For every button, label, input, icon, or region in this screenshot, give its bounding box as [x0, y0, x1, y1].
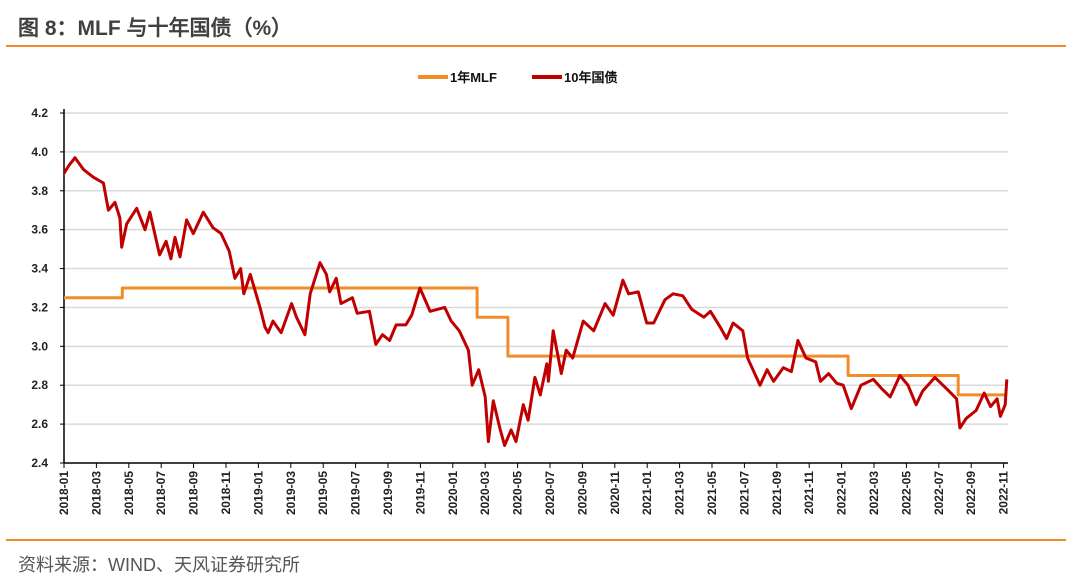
x-tick-label: 2021-07 — [737, 471, 751, 515]
y-tick-label: 3.2 — [31, 300, 48, 314]
series-line-mlf — [64, 286, 1007, 397]
x-tick-label: 2022-11 — [997, 471, 1011, 515]
x-tick-label: 2020-03 — [478, 471, 492, 515]
x-tick-label: 2020-07 — [543, 471, 557, 515]
x-tick-label: 2020-09 — [575, 471, 589, 515]
x-tick-label: 2018-07 — [154, 471, 168, 515]
x-tick-label: 2019-03 — [284, 471, 298, 515]
y-tick-label: 3.0 — [31, 339, 48, 353]
x-tick-label: 2018-09 — [187, 471, 201, 515]
bottom-divider — [6, 539, 1066, 541]
x-tick-label: 2019-11 — [413, 471, 427, 515]
x-tick-label: 2022-03 — [867, 471, 881, 515]
y-tick-label: 4.2 — [31, 106, 48, 120]
top-divider — [6, 45, 1066, 47]
x-tick-label: 2022-01 — [835, 471, 849, 515]
x-tick-label: 2021-03 — [673, 471, 687, 515]
x-tick-label: 2018-01 — [57, 471, 71, 515]
source-note: 资料来源：WIND、天风证券研究所 — [18, 555, 300, 575]
x-tick-label: 2019-07 — [349, 471, 363, 515]
x-tick-label: 2021-05 — [705, 471, 719, 515]
x-tick-label: 2018-11 — [219, 471, 233, 515]
y-tick-label: 3.6 — [31, 223, 48, 237]
x-tick-label: 2021-01 — [640, 471, 654, 515]
x-tick-label: 2021-11 — [802, 471, 816, 515]
x-tick-label: 2019-05 — [316, 471, 330, 515]
x-tick-label: 2021-09 — [770, 471, 784, 515]
legend-label: 1年MLF — [450, 70, 497, 85]
x-tick-label: 2020-01 — [446, 471, 460, 515]
x-tick-label: 2020-11 — [608, 471, 622, 515]
y-tick-label: 3.8 — [31, 184, 48, 198]
y-tick-label: 3.4 — [31, 262, 48, 276]
y-tick-label: 2.4 — [31, 456, 48, 470]
x-tick-label: 2018-03 — [89, 471, 103, 515]
x-tick-label: 2019-09 — [381, 471, 395, 515]
y-tick-label: 2.8 — [31, 378, 48, 392]
x-tick-label: 2022-05 — [899, 471, 913, 515]
x-tick-label: 2020-05 — [511, 471, 525, 515]
series-line-10y-cgb — [62, 156, 1009, 447]
x-tick-label: 2019-01 — [251, 471, 265, 515]
legend-label: 10年国债 — [564, 70, 617, 85]
x-tick-label: 2022-09 — [964, 471, 978, 515]
chart-title: 图 8：MLF 与十年国债（%） — [18, 17, 293, 40]
x-tick-label: 2018-05 — [122, 471, 136, 515]
y-tick-label: 4.0 — [31, 145, 48, 159]
y-tick-label: 2.6 — [31, 417, 48, 431]
x-tick-label: 2022-07 — [932, 471, 946, 515]
